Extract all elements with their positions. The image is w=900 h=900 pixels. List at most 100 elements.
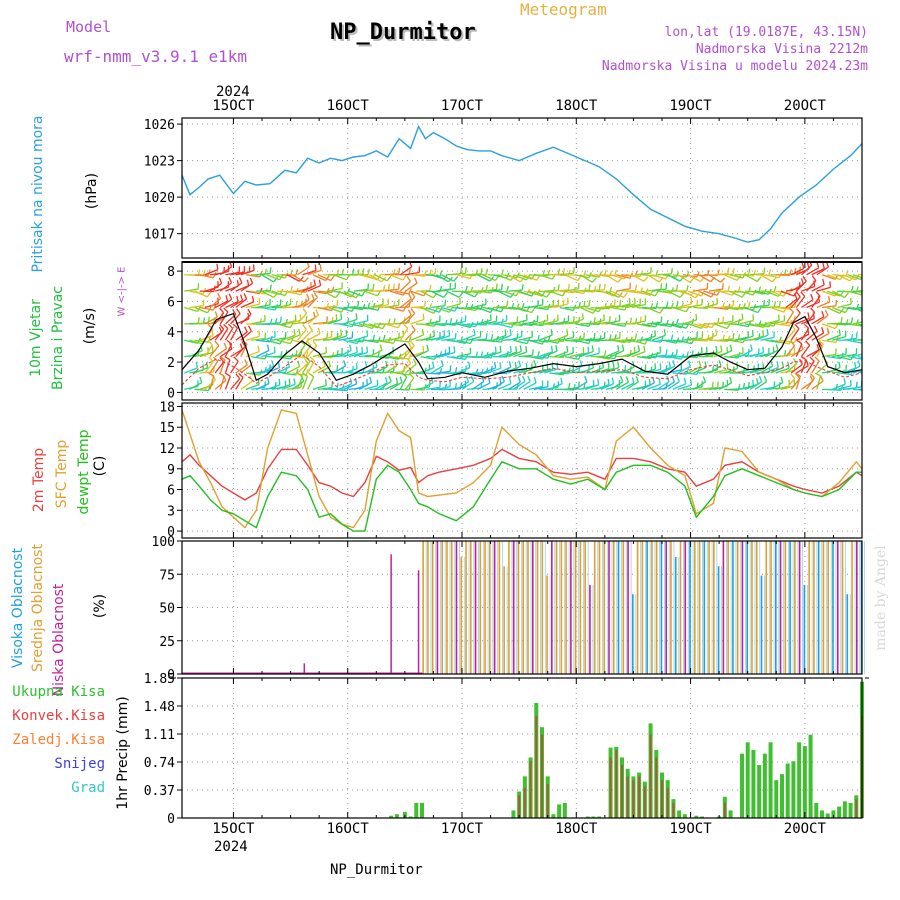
wind-barb	[240, 301, 254, 309]
wind-barb	[569, 290, 584, 295]
wind-barb-flag	[257, 345, 260, 352]
total-precip-bar	[728, 810, 733, 818]
wind-barb-flag	[289, 337, 294, 344]
wind-barb	[296, 363, 309, 374]
wind-barb-flag	[790, 373, 796, 379]
wind-barb	[821, 353, 836, 358]
wind-barb	[461, 306, 476, 312]
wind-barb-flag	[665, 319, 669, 327]
y-tick-label: 1.48	[144, 700, 175, 715]
wind-barb	[811, 268, 825, 276]
wind-barb	[765, 349, 779, 358]
wind-barb	[847, 323, 862, 327]
wind-barb-flag	[608, 316, 611, 323]
wind-barb-flag	[312, 311, 316, 318]
wind-barb	[235, 345, 246, 358]
wind-barb	[461, 381, 475, 390]
wind-barb-flag	[386, 275, 392, 282]
wind-barb-flag	[509, 329, 512, 336]
wind-barb	[816, 332, 830, 341]
wind-barb-flag	[515, 346, 518, 353]
total-precip-bar	[825, 813, 830, 818]
wind-barb	[811, 332, 825, 341]
wind-barb-flag	[306, 293, 310, 300]
wind-barb	[482, 367, 496, 374]
wind-barb	[734, 323, 749, 328]
wind-barb	[559, 272, 574, 276]
wind-barb	[312, 274, 326, 282]
wind-barb-flag	[467, 361, 471, 368]
wind-barb-flag	[816, 262, 820, 269]
wind-barb-flag	[632, 361, 635, 368]
wind-barb	[441, 351, 455, 358]
wind-barb-flag	[499, 346, 502, 353]
wind-barb	[739, 349, 753, 358]
wind-barb	[343, 383, 357, 390]
wind-barb-flag	[670, 334, 674, 341]
wind-barb	[641, 368, 656, 374]
wind-barb-flag	[308, 372, 315, 378]
wind-barb	[338, 337, 353, 341]
wind-barb-flag	[197, 317, 200, 324]
wind-barb	[719, 305, 734, 309]
wind-barb-flag	[810, 293, 814, 300]
wind-barb	[343, 368, 358, 374]
wind-barb-flag	[722, 316, 725, 323]
wind-barb	[605, 305, 620, 309]
wind-barb-flag	[244, 359, 248, 366]
wind-barb	[647, 288, 662, 292]
wind-barb	[420, 335, 435, 341]
wind-barb-flag	[212, 304, 217, 311]
wind-barb-flag	[867, 287, 869, 293]
wind-barb-flag	[410, 308, 416, 314]
wind-barb-flag	[395, 377, 399, 384]
wind-barb	[219, 348, 233, 358]
wind-barb-flag	[480, 267, 483, 274]
wind-barb	[389, 335, 404, 341]
wind-barb	[323, 305, 338, 309]
wind-barb-flag	[429, 333, 432, 340]
wind-barb	[307, 360, 316, 374]
wind-barb-flag	[223, 307, 229, 313]
wind-barb-flag	[218, 372, 225, 377]
convective-precip-bar	[523, 787, 526, 818]
wind-barb-flag	[617, 277, 623, 283]
wind-barb-flag	[611, 377, 615, 384]
total-precip-bar	[848, 802, 853, 818]
wind-barb	[857, 289, 862, 292]
total-precip-bar	[694, 815, 699, 818]
cloud-label-mid: Srednja Oblacnost	[30, 544, 46, 672]
wind-barb	[348, 323, 363, 328]
wind-barb	[379, 339, 394, 345]
total-precip-bar	[557, 804, 562, 818]
wind-barb	[800, 264, 813, 276]
wind-barb-flag	[815, 291, 821, 297]
wind-barb-flag	[224, 356, 231, 361]
wind-barb	[847, 355, 862, 360]
wind-barb	[436, 370, 451, 374]
bottom-day-label: 16OCT	[326, 821, 369, 837]
wind-barb-flag	[322, 360, 326, 367]
wind-barb	[209, 297, 222, 308]
wind-barb	[189, 382, 203, 390]
wind-barb-flag	[872, 383, 873, 389]
wind-barb-flag	[410, 291, 416, 298]
wind-barb	[816, 375, 822, 390]
wind-barb	[477, 382, 491, 390]
wind-barb	[399, 314, 412, 325]
total-precip-bar	[585, 816, 590, 818]
wind-barb	[559, 306, 574, 311]
wind-barb-flag	[790, 340, 796, 347]
wind-barb	[420, 290, 434, 299]
wind-barb	[765, 274, 780, 279]
wind-barb-flag	[552, 286, 556, 293]
y-tick-label: 2	[167, 356, 175, 371]
wind-barb	[302, 269, 317, 276]
wind-barb-flag	[597, 378, 600, 385]
wind-barb	[528, 304, 543, 309]
total-precip-bar	[394, 814, 399, 818]
convective-precip-bar	[546, 783, 549, 818]
y-tick-label: 6	[167, 295, 175, 310]
wind-barb-flag	[364, 361, 368, 368]
